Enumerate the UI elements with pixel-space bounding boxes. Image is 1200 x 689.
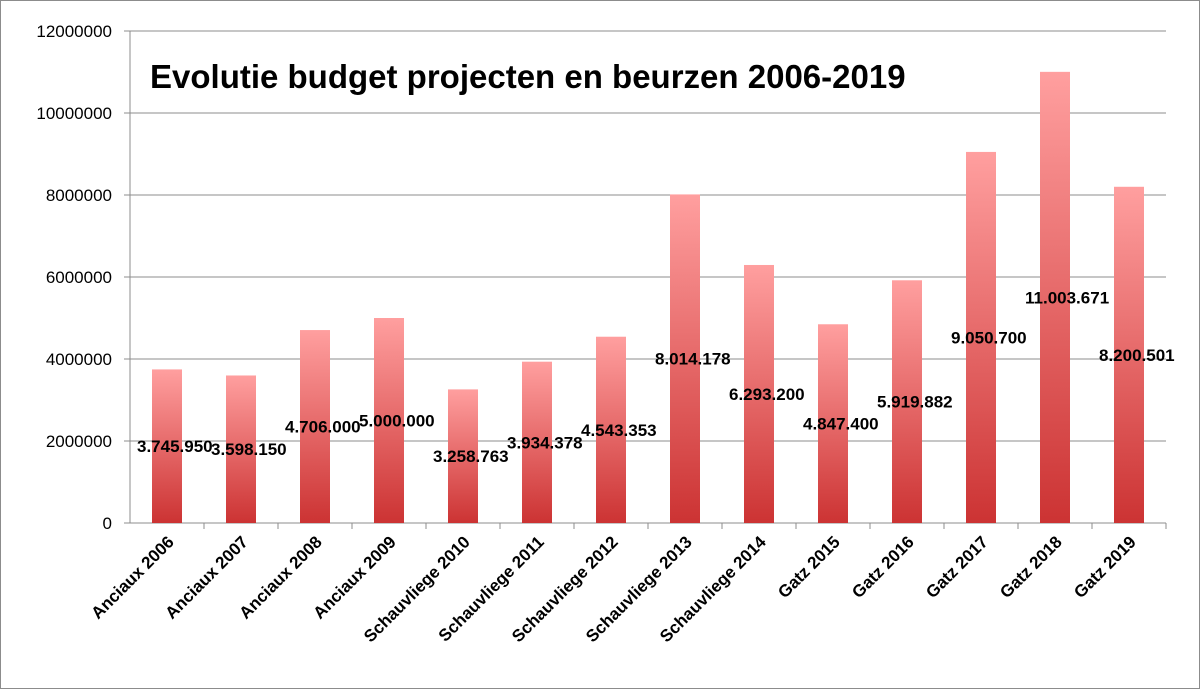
x-tick-label: Gatz 2016: [848, 532, 918, 602]
bar: [670, 194, 700, 523]
data-label: 5.919.882: [877, 393, 953, 412]
bar: [892, 280, 922, 523]
data-label: 11.003.671: [1025, 288, 1109, 307]
chart-title: Evolutie budget projecten en beurzen 200…: [150, 58, 906, 95]
bar: [448, 389, 478, 523]
data-label: 3.258.763: [433, 447, 509, 466]
data-label: 8.014.178: [655, 350, 731, 369]
data-label: 4.847.400: [803, 415, 879, 434]
data-label: 4.543.353: [581, 421, 657, 440]
data-label: 5.000.000: [359, 412, 435, 431]
data-label: 4.706.000: [285, 418, 361, 437]
bar: [300, 330, 330, 523]
y-tick-label: 10000000: [36, 104, 112, 123]
data-label: 3.745.950: [137, 437, 213, 456]
x-tick-label: Gatz 2015: [774, 532, 844, 602]
y-tick-label: 6000000: [46, 268, 112, 287]
y-tick-label: 2000000: [46, 432, 112, 451]
data-label: 9.050.700: [951, 328, 1027, 347]
x-tick-label: Gatz 2017: [922, 532, 992, 602]
bar: [1040, 71, 1070, 523]
y-tick-label: 12000000: [36, 22, 112, 41]
data-label: 3.598.150: [211, 440, 287, 459]
x-tick-label: Gatz 2018: [996, 532, 1066, 602]
bar: [226, 375, 256, 523]
data-label: 3.934.378: [507, 433, 583, 452]
bar: [966, 151, 996, 523]
x-tick-label: Gatz 2019: [1070, 532, 1140, 602]
y-tick-label: 0: [103, 514, 112, 533]
data-label: 6.293.200: [729, 385, 805, 404]
bar: [152, 369, 182, 523]
bar: [744, 264, 774, 523]
bar: [522, 361, 552, 523]
bar: [1114, 186, 1144, 523]
y-tick-label: 8000000: [46, 186, 112, 205]
bar: [596, 336, 626, 523]
y-tick-label: 4000000: [46, 350, 112, 369]
bar: [374, 318, 404, 523]
data-label: 8.200.501: [1099, 346, 1175, 365]
bar: [818, 324, 848, 523]
